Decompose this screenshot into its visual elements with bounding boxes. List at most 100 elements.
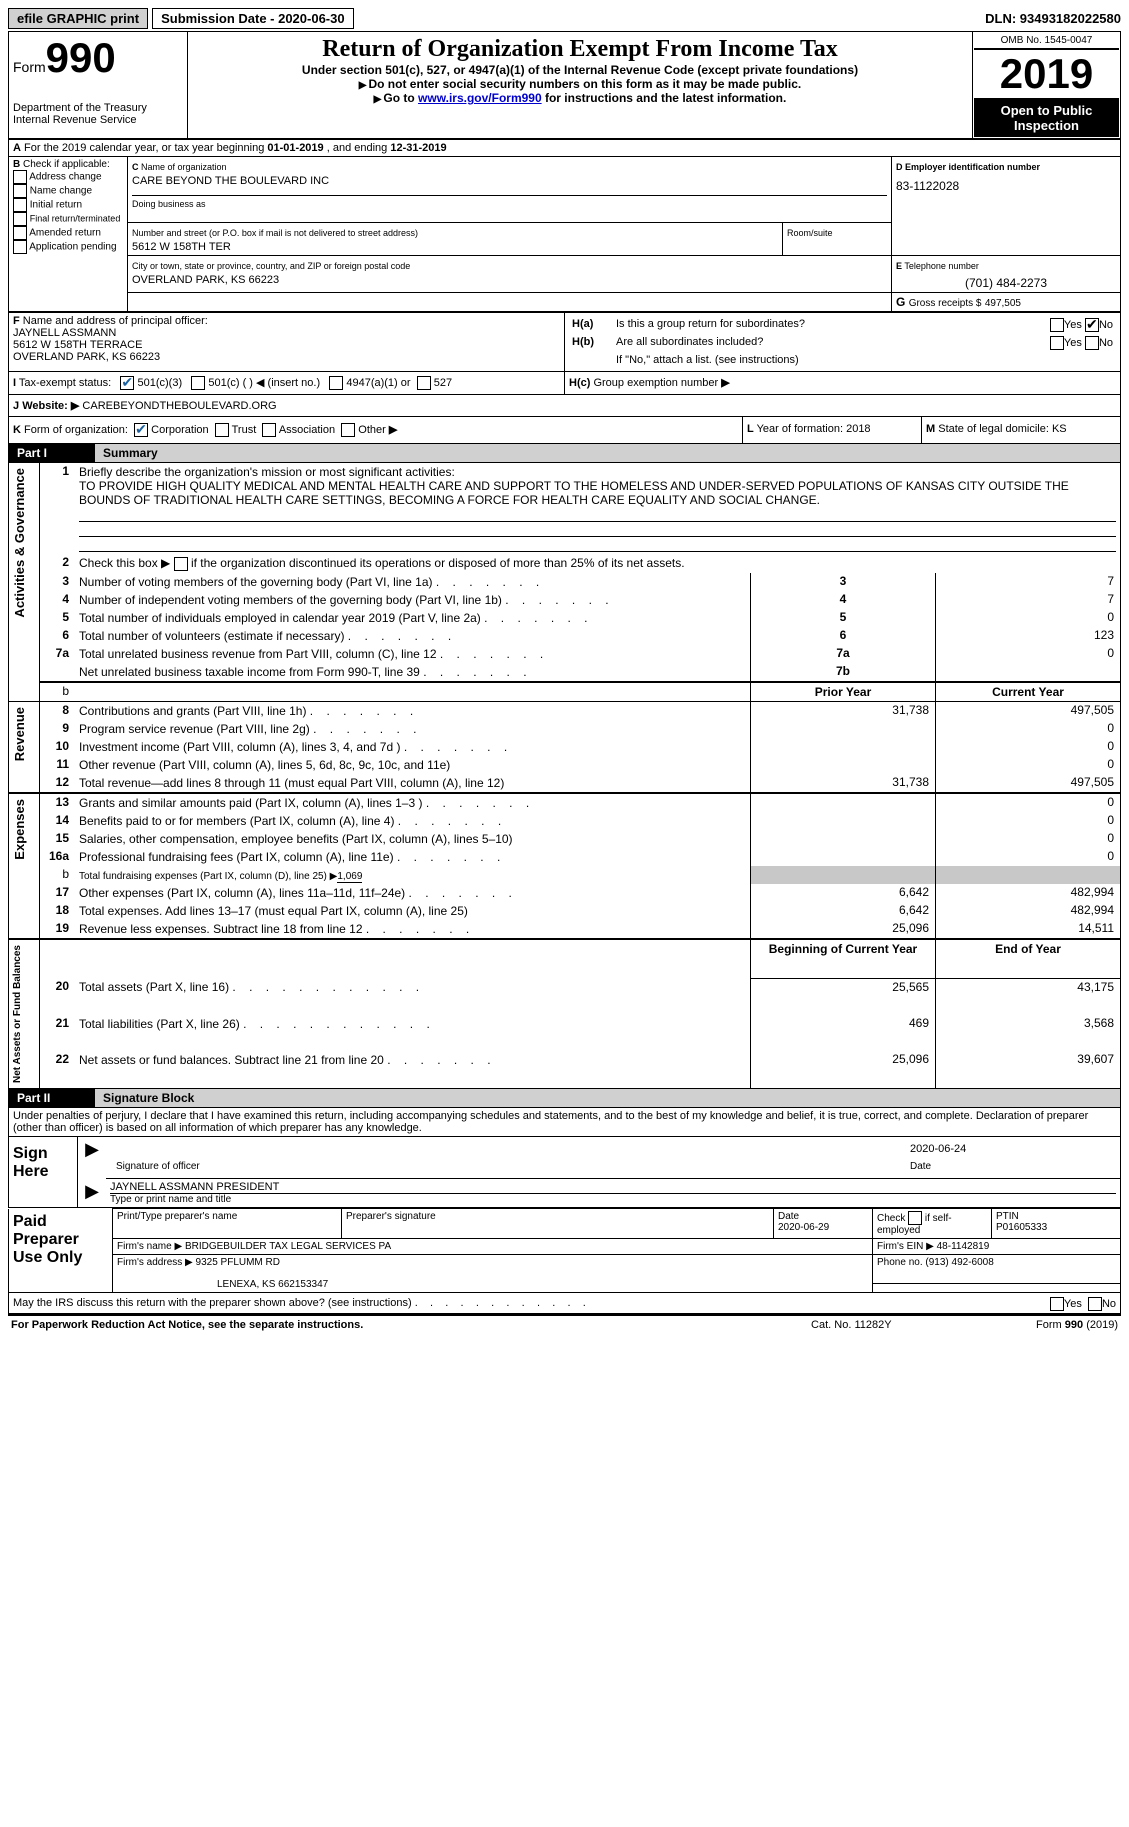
501c-checkbox[interactable] bbox=[191, 376, 205, 390]
attach-list-note: If "No," attach a list. (see instruction… bbox=[615, 353, 1114, 367]
discuss-no-checkbox[interactable] bbox=[1088, 1297, 1102, 1311]
phone-label: Telephone number bbox=[904, 261, 979, 271]
l16b-label: Total fundraising expenses (Part IX, col… bbox=[79, 871, 337, 882]
name-change-checkbox[interactable] bbox=[13, 184, 27, 198]
sub-line-3: Go to www.irs.gov/Form990 for instructio… bbox=[192, 91, 968, 105]
group-return-label: Is this a group return for subordinates? bbox=[615, 317, 970, 333]
l3-label: Number of voting members of the governin… bbox=[79, 575, 433, 589]
firm-addr1: 9325 PFLUMM RD bbox=[196, 1257, 280, 1268]
prep-phone: (913) 492-6008 bbox=[925, 1257, 993, 1268]
sig-date-label: Date bbox=[906, 1159, 1114, 1174]
b22: 25,096 bbox=[751, 1051, 936, 1088]
prep-date: 2020-06-29 bbox=[778, 1222, 829, 1233]
side-rev: Revenue bbox=[10, 703, 29, 765]
discontinued-checkbox[interactable] bbox=[174, 557, 188, 571]
527-checkbox[interactable] bbox=[417, 376, 431, 390]
instructions-link[interactable]: www.irs.gov/Form990 bbox=[418, 91, 542, 105]
e20: 43,175 bbox=[936, 978, 1121, 1014]
summary-body: Activities & Governance 1 Briefly descri… bbox=[8, 463, 1121, 1089]
p18: 6,642 bbox=[751, 902, 936, 920]
other-checkbox[interactable] bbox=[341, 423, 355, 437]
city-state-zip: OVERLAND PARK, KS 66223 bbox=[132, 274, 279, 286]
p8: 31,738 bbox=[751, 702, 936, 721]
part1-label: Part I bbox=[9, 444, 96, 463]
phone-header: Phone no. bbox=[877, 1257, 923, 1268]
corp-checkbox[interactable] bbox=[134, 423, 148, 437]
domicile-state: KS bbox=[1052, 423, 1067, 435]
hb-yes-checkbox[interactable] bbox=[1050, 336, 1064, 350]
l11-label: Other revenue (Part VIII, column (A), li… bbox=[79, 758, 450, 772]
501c3-checkbox[interactable] bbox=[120, 376, 134, 390]
form-number: 990 bbox=[46, 34, 116, 81]
mission-text: TO PROVIDE HIGH QUALITY MEDICAL AND MENT… bbox=[79, 479, 1069, 507]
trust-checkbox[interactable] bbox=[215, 423, 229, 437]
discuss-row: May the IRS discuss this return with the… bbox=[8, 1293, 1121, 1314]
ein-value: 83-1122028 bbox=[896, 179, 1116, 193]
l17-label: Other expenses (Part IX, column (A), lin… bbox=[79, 886, 405, 900]
l7a-label: Total unrelated business revenue from Pa… bbox=[79, 647, 437, 661]
part1-header: Part I Summary bbox=[8, 444, 1121, 463]
application-pending-checkbox[interactable] bbox=[13, 240, 27, 254]
sub-line-2: Do not enter social security numbers on … bbox=[192, 77, 968, 91]
l19-label: Revenue less expenses. Subtract line 18 … bbox=[79, 922, 363, 936]
e22: 39,607 bbox=[936, 1051, 1121, 1088]
b21: 469 bbox=[751, 1015, 936, 1051]
dba-label: Doing business as bbox=[132, 199, 206, 209]
footer-mid: Cat. No. 11282Y bbox=[764, 1318, 939, 1332]
part1-title: Summary bbox=[95, 444, 1121, 463]
declaration-text: Under penalties of perjury, I declare th… bbox=[8, 1108, 1121, 1137]
address-change-checkbox[interactable] bbox=[13, 170, 27, 184]
sign-here-block: Sign Here ▶ 2020-06-24 Signature of offi… bbox=[8, 1137, 1121, 1208]
hb-no-checkbox[interactable] bbox=[1085, 336, 1099, 350]
paid-preparer-block: Paid Preparer Use Only Print/Type prepar… bbox=[8, 1208, 1121, 1293]
period-end: 12-31-2019 bbox=[390, 142, 446, 154]
sub-line-1: Under section 501(c), 527, or 4947(a)(1)… bbox=[192, 63, 968, 77]
p12: 31,738 bbox=[751, 774, 936, 793]
firm-addr2: LENEXA, KS 662153347 bbox=[117, 1279, 328, 1290]
dept-treasury: Department of the Treasury bbox=[13, 102, 183, 114]
room-label: Room/suite bbox=[787, 228, 833, 238]
street-address: 5612 W 158TH TER bbox=[132, 241, 231, 253]
form-word: Form bbox=[13, 59, 46, 75]
amended-return-checkbox[interactable] bbox=[13, 226, 27, 240]
officer-group-block: F Name and address of principal officer:… bbox=[8, 312, 1121, 372]
side-exp: Expenses bbox=[10, 795, 29, 864]
p19: 25,096 bbox=[751, 920, 936, 939]
l7a-value: 0 bbox=[936, 645, 1121, 663]
tax-year: 2019 bbox=[974, 49, 1119, 99]
officer-name: JAYNELL ASSMANN bbox=[13, 327, 116, 339]
current-year-header: Current Year bbox=[936, 682, 1121, 702]
footer-right: Form 990 (2019) bbox=[941, 1318, 1119, 1332]
4947-checkbox[interactable] bbox=[329, 376, 343, 390]
top-bar: efile GRAPHIC print Submission Date - 20… bbox=[8, 8, 1121, 29]
officer-addr1: 5612 W 158TH TERRACE bbox=[13, 339, 142, 351]
group-exemption-label: Group exemption number bbox=[593, 377, 718, 389]
l3-value: 7 bbox=[936, 573, 1121, 591]
footer: For Paperwork Reduction Act Notice, see … bbox=[8, 1314, 1121, 1334]
self-employed-checkbox[interactable] bbox=[908, 1211, 922, 1225]
footer-left: For Paperwork Reduction Act Notice, see … bbox=[10, 1318, 762, 1332]
identity-block: B Check if applicable: Address change Na… bbox=[8, 157, 1121, 312]
ptin-value: P01605333 bbox=[996, 1222, 1047, 1233]
p17: 6,642 bbox=[751, 884, 936, 902]
c16a: 0 bbox=[936, 848, 1121, 866]
l12-label: Total revenue—add lines 8 through 11 (mu… bbox=[79, 776, 504, 790]
initial-return-checkbox[interactable] bbox=[13, 198, 27, 212]
side-net: Net Assets or Fund Balances bbox=[10, 941, 25, 1087]
final-return-checkbox[interactable] bbox=[13, 212, 27, 226]
sig-officer-label: Signature of officer bbox=[112, 1159, 904, 1174]
c10: 0 bbox=[936, 738, 1121, 756]
l4-label: Number of independent voting members of … bbox=[79, 593, 502, 607]
period-line: A For the 2019 calendar year, or tax yea… bbox=[8, 140, 1121, 157]
l9-label: Program service revenue (Part VIII, line… bbox=[79, 722, 310, 736]
ha-yes-checkbox[interactable] bbox=[1050, 318, 1064, 332]
discuss-yes-checkbox[interactable] bbox=[1050, 1297, 1064, 1311]
firm-name-header: Firm's name ▶ bbox=[117, 1241, 182, 1252]
l16a-label: Professional fundraising fees (Part IX, … bbox=[79, 850, 394, 864]
city-label: City or town, state or province, country… bbox=[132, 261, 410, 271]
l4-value: 7 bbox=[936, 591, 1121, 609]
efile-button[interactable]: efile GRAPHIC print bbox=[8, 8, 148, 29]
org-form-block: K Form of organization: Corporation Trus… bbox=[8, 417, 1121, 444]
ha-no-checkbox[interactable] bbox=[1085, 318, 1099, 332]
assoc-checkbox[interactable] bbox=[262, 423, 276, 437]
